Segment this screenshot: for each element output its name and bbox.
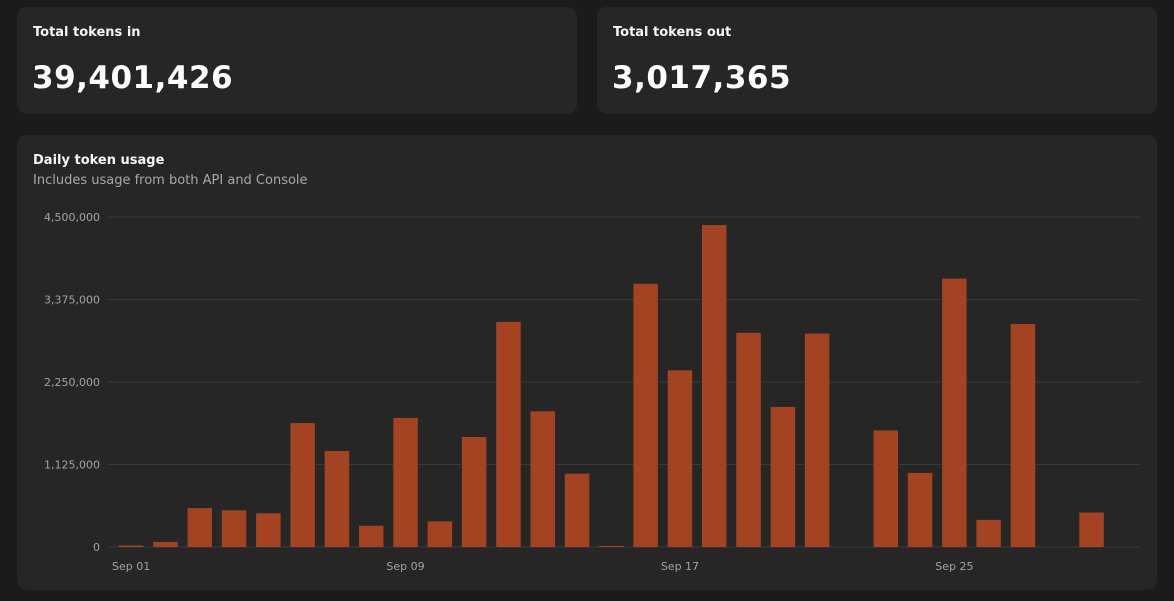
x-tick-label: Sep 25 [935,560,973,573]
tokens-in-label: Total tokens in [33,25,141,40]
bar-sep-05[interactable] [256,513,281,547]
bar-sep-16[interactable] [633,283,658,547]
bar-sep-20[interactable] [770,406,796,547]
bar-sep-27[interactable] [1010,324,1036,547]
bar-sep-24[interactable] [907,472,933,547]
bar-sep-03[interactable] [187,508,213,547]
tokens-out-label: Total tokens out [613,25,732,40]
bar-sep-25[interactable] [942,278,967,547]
bar-sep-06[interactable] [290,423,315,547]
tokens-out-value: 3,017,365 [612,60,792,96]
daily-usage-chart-card: Daily token usage Includes usage from bo… [17,135,1157,590]
y-tick-label: 1,125,000 [44,459,100,472]
bar-sep-18[interactable] [702,225,727,548]
y-tick-label: 3,375,000 [44,294,100,307]
bar-sep-11[interactable] [461,437,487,547]
y-axis-ticks: 0 1,125,000 2,250,000 3,375,000 4,500,000 [44,211,100,554]
tokens-in-card: Total tokens in 39,401,426 [17,7,577,114]
bar-sep-04[interactable] [221,510,247,547]
bar-sep-08[interactable] [359,525,384,547]
bar-sep-12[interactable] [496,321,521,547]
grid-lines [108,216,1139,548]
x-axis-ticks: Sep 01 Sep 09 Sep 17 Sep 25 [112,560,973,573]
bar-sep-01[interactable] [118,545,144,547]
bar-sep-19[interactable] [736,332,761,547]
tokens-out-card: Total tokens out 3,017,365 [597,7,1157,114]
bar-sep-23[interactable] [873,430,899,547]
bar-sep-29[interactable] [1079,512,1104,547]
bar-chart: 0 1,125,000 2,250,000 3,375,000 4,500,000 Se… [44,211,1139,573]
bar-sep-07[interactable] [324,450,350,547]
x-tick-label: Sep 09 [386,560,424,573]
chart-title: Daily token usage [33,153,165,168]
bar-sep-10[interactable] [427,521,453,547]
bar-sep-02[interactable] [153,541,178,547]
y-tick-label: 4,500,000 [44,211,100,224]
bar-sep-26[interactable] [976,519,1001,547]
bar-sep-21[interactable] [804,333,830,547]
x-tick-label: Sep 17 [661,560,699,573]
bar-sep-14[interactable] [564,473,590,547]
y-tick-label: 0 [93,541,100,554]
y-tick-label: 2,250,000 [44,376,100,389]
x-tick-label: Sep 01 [112,560,150,573]
bar-sep-15[interactable] [599,545,624,547]
chart-subtitle: Includes usage from both API and Console [33,173,308,188]
bars [118,225,1104,548]
bar-sep-13[interactable] [530,411,556,547]
bar-sep-17[interactable] [667,370,693,547]
tokens-in-value: 39,401,426 [32,60,234,96]
bar-sep-09[interactable] [393,417,418,547]
